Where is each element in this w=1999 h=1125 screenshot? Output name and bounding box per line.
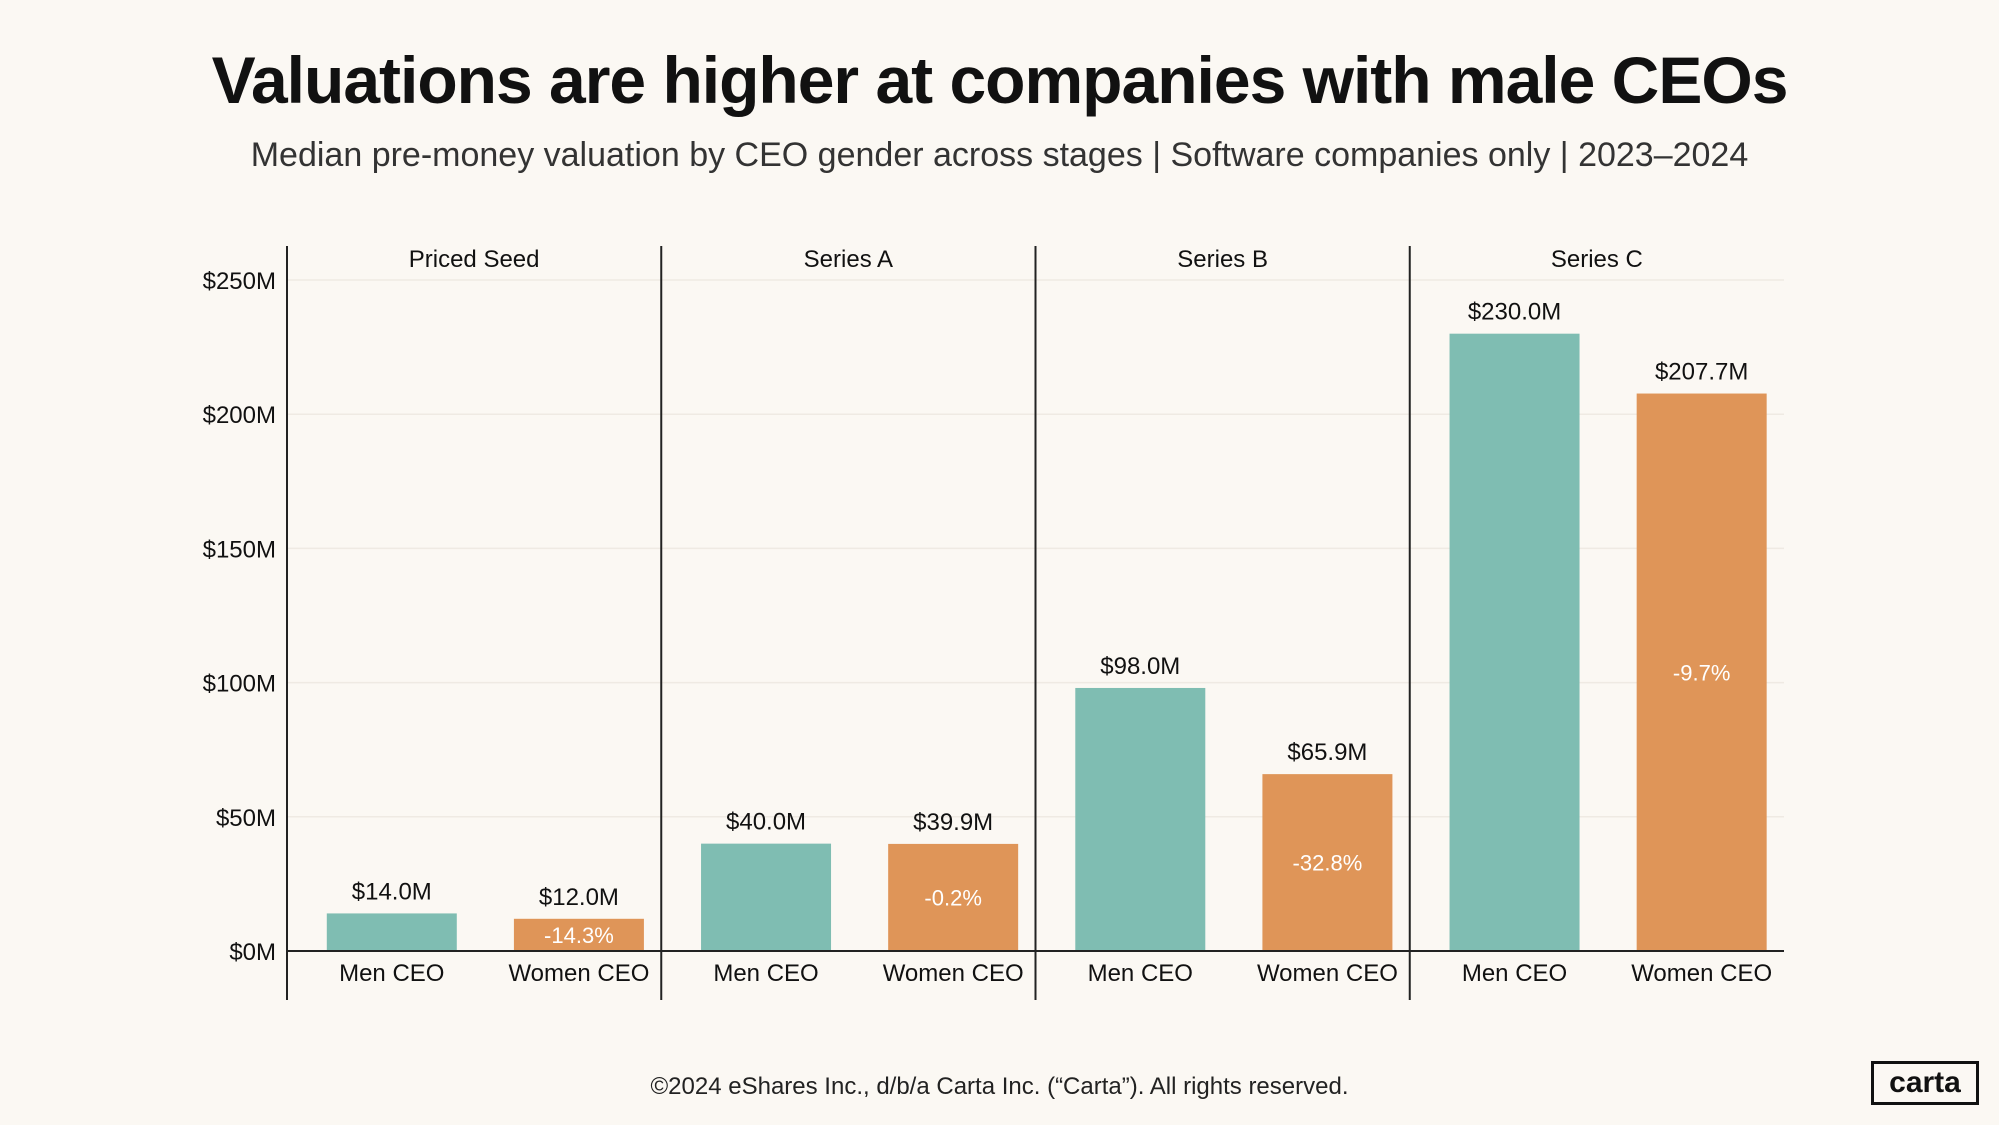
data-label: $207.7M: [1655, 359, 1748, 386]
chart-subtitle: Median pre-money valuation by CEO gender…: [250, 136, 1749, 174]
data-label: $40.0M: [726, 809, 806, 836]
panel-title: Series C: [1551, 246, 1643, 273]
data-label: $14.0M: [352, 878, 432, 905]
data-label: $65.9M: [1287, 739, 1367, 766]
x-tick-label: Women CEO: [1257, 960, 1398, 987]
chart-title: Valuations are higher at companies with …: [211, 43, 1789, 117]
data-label: $39.9M: [913, 809, 993, 836]
x-tick-label: Women CEO: [508, 960, 649, 987]
x-tick-label: Men CEO: [713, 960, 818, 987]
bar: [326, 913, 457, 951]
x-tick-label: Women CEO: [1631, 960, 1772, 987]
x-tick-label: Men CEO: [339, 960, 444, 987]
x-tick-label: Women CEO: [883, 960, 1024, 987]
delta-label: -9.7%: [1673, 660, 1730, 685]
data-label: $230.0M: [1468, 299, 1561, 326]
y-tick-label: $100M: [203, 671, 276, 698]
bar: [1636, 393, 1767, 951]
bar: [1449, 333, 1580, 951]
y-tick-label: $0M: [229, 939, 276, 966]
bar: [888, 843, 1019, 951]
y-tick-label: $150M: [203, 536, 276, 563]
delta-label: -32.8%: [1293, 851, 1363, 876]
panel-title: Series A: [804, 246, 893, 273]
delta-label: -14.3%: [544, 923, 614, 948]
x-tick-label: Men CEO: [1088, 960, 1193, 987]
x-tick-label: Men CEO: [1462, 960, 1567, 987]
panel-title: Series B: [1177, 246, 1268, 273]
delta-label: -0.2%: [924, 885, 981, 910]
bar-chart: $0M $50M $100M $150M $200M $250M Priced Seed $1…: [203, 246, 1784, 1000]
y-tick-label: $50M: [216, 805, 276, 832]
y-tick-label: $200M: [203, 402, 276, 429]
panel-title: Priced Seed: [409, 246, 540, 273]
y-tick-label: $250M: [203, 268, 276, 295]
copyright-footer: ©2024 eShares Inc., d/b/a Carta Inc. (“C…: [650, 1073, 1349, 1100]
bar: [513, 918, 644, 951]
data-label: $98.0M: [1100, 653, 1180, 680]
bar: [1262, 774, 1393, 951]
bar: [1075, 687, 1206, 951]
bar: [701, 843, 832, 951]
data-label: $12.0M: [539, 884, 619, 911]
carta-logo: carta: [1871, 1061, 1979, 1105]
